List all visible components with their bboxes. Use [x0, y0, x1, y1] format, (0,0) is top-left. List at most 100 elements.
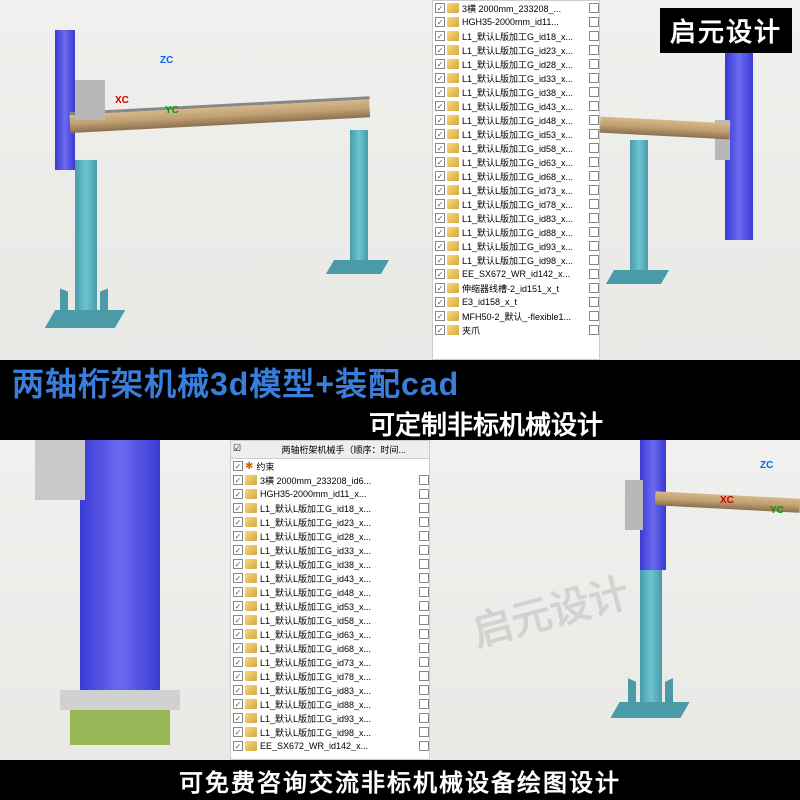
tree-item[interactable]: HGH35-2000mm_id11...	[433, 15, 599, 29]
ref-checkbox-icon[interactable]	[589, 283, 599, 293]
ref-checkbox-icon[interactable]	[419, 671, 429, 681]
checkbox-icon[interactable]	[435, 269, 445, 279]
checkbox-icon[interactable]	[435, 87, 445, 97]
tree-item[interactable]: EE_SX672_WR_id142_x...	[231, 739, 429, 753]
tree-item[interactable]: L1_默认L版加工G_id63_x...	[433, 155, 599, 169]
tree-item[interactable]: L1_默认L版加工G_id78_x...	[231, 669, 429, 683]
ref-checkbox-icon[interactable]	[419, 657, 429, 667]
tree-item[interactable]: L1_默认L版加工G_id28_x...	[433, 57, 599, 71]
checkbox-icon[interactable]	[233, 573, 243, 583]
tree-item[interactable]: L1_默认L版加工G_id98_x...	[231, 725, 429, 739]
tree-item[interactable]: L1_默认L版加工G_id23_x...	[231, 515, 429, 529]
tree-item[interactable]: L1_默认L版加工G_id73_x...	[231, 655, 429, 669]
ref-checkbox-icon[interactable]	[419, 475, 429, 485]
checkbox-icon[interactable]	[233, 713, 243, 723]
ref-checkbox-icon[interactable]	[589, 101, 599, 111]
checkbox-icon[interactable]	[435, 73, 445, 83]
tree-root[interactable]: 两轴桁架机械手（顺序：时间...	[282, 443, 428, 456]
ref-checkbox-icon[interactable]	[589, 171, 599, 181]
tree-item[interactable]: L1_默认L版加工G_id58_x...	[433, 141, 599, 155]
ref-checkbox-icon[interactable]	[419, 601, 429, 611]
checkbox-icon[interactable]	[233, 727, 243, 737]
checkbox-icon[interactable]	[435, 199, 445, 209]
tree-item[interactable]: L1_默认L版加工G_id38_x...	[433, 85, 599, 99]
checkbox-icon[interactable]	[435, 143, 445, 153]
ref-checkbox-icon[interactable]	[589, 297, 599, 307]
checkbox-icon[interactable]	[435, 171, 445, 181]
tree-item[interactable]: L1_默认L版加工G_id58_x...	[231, 613, 429, 627]
ref-checkbox-icon[interactable]	[419, 517, 429, 527]
ref-checkbox-icon[interactable]	[419, 489, 429, 499]
checkbox-icon[interactable]	[233, 699, 243, 709]
ref-checkbox-icon[interactable]	[589, 213, 599, 223]
tree-item[interactable]: L1_默认L版加工G_id93_x...	[433, 239, 599, 253]
checkbox-icon[interactable]	[233, 461, 243, 471]
checkbox-icon[interactable]	[233, 531, 243, 541]
ref-checkbox-icon[interactable]	[419, 685, 429, 695]
tree-item[interactable]: L1_默认L版加工G_id18_x...	[231, 501, 429, 515]
checkbox-icon[interactable]	[435, 283, 445, 293]
checkbox-icon[interactable]	[435, 227, 445, 237]
tree-item[interactable]: L1_默认L版加工G_id88_x...	[231, 697, 429, 711]
ref-checkbox-icon[interactable]	[419, 545, 429, 555]
ref-checkbox-icon[interactable]	[589, 87, 599, 97]
ref-checkbox-icon[interactable]	[589, 325, 599, 335]
tree-item[interactable]: HGH35-2000mm_id11_x...	[231, 487, 429, 501]
tree-item[interactable]: L1_默认L版加工G_id18_x...	[433, 29, 599, 43]
ref-checkbox-icon[interactable]	[419, 629, 429, 639]
ref-checkbox-icon[interactable]	[589, 157, 599, 167]
ref-checkbox-icon[interactable]	[589, 255, 599, 265]
tree-item[interactable]: MFH50-2_默认_-flexible1...	[433, 309, 599, 323]
tree-item[interactable]: L1_默认L版加工G_id53_x...	[433, 127, 599, 141]
ref-checkbox-icon[interactable]	[589, 59, 599, 69]
assembly-tree-top[interactable]: 3横 2000mm_233208_...HGH35-2000mm_id11...…	[432, 0, 600, 360]
tree-item[interactable]: L1_默认L版加工G_id33_x...	[433, 71, 599, 85]
ref-checkbox-icon[interactable]	[419, 727, 429, 737]
tree-item[interactable]: L1_默认L版加工G_id68_x...	[231, 641, 429, 655]
checkbox-icon[interactable]	[435, 255, 445, 265]
checkbox-icon[interactable]	[233, 517, 243, 527]
checkbox-icon[interactable]	[435, 157, 445, 167]
assembly-tree-bottom[interactable]: ☑ 两轴桁架机械手（顺序：时间... ✱ 约束 3横 2000mm_233208…	[230, 440, 430, 760]
tree-item[interactable]: E3_id158_x_t	[433, 295, 599, 309]
checkbox-icon[interactable]	[435, 297, 445, 307]
checkbox-icon[interactable]	[435, 185, 445, 195]
ref-checkbox-icon[interactable]	[589, 17, 599, 27]
tree-item[interactable]: EE_SX672_WR_id142_x...	[433, 267, 599, 281]
ref-checkbox-icon[interactable]	[589, 115, 599, 125]
checkbox-icon[interactable]	[435, 31, 445, 41]
tree-item[interactable]: L1_默认L版加工G_id48_x...	[231, 585, 429, 599]
ref-checkbox-icon[interactable]	[419, 699, 429, 709]
tree-item[interactable]: L1_默认L版加工G_id68_x...	[433, 169, 599, 183]
ref-checkbox-icon[interactable]	[589, 199, 599, 209]
checkbox-icon[interactable]	[435, 45, 445, 55]
checkbox-icon[interactable]	[233, 545, 243, 555]
ref-checkbox-icon[interactable]	[589, 73, 599, 83]
tree-item[interactable]: L1_默认L版加工G_id98_x...	[433, 253, 599, 267]
tree-item[interactable]: L1_默认L版加工G_id83_x...	[433, 211, 599, 225]
ref-checkbox-icon[interactable]	[589, 143, 599, 153]
checkbox-icon[interactable]	[435, 325, 445, 335]
checkbox-icon[interactable]	[435, 3, 445, 13]
tree-item[interactable]: L1_默认L版加工G_id33_x...	[231, 543, 429, 557]
ref-checkbox-icon[interactable]	[419, 741, 429, 751]
ref-checkbox-icon[interactable]	[589, 185, 599, 195]
tree-item[interactable]: 3横 2000mm_233208_...	[433, 1, 599, 15]
ref-checkbox-icon[interactable]	[419, 643, 429, 653]
checkbox-icon[interactable]	[233, 657, 243, 667]
tree-item[interactable]: L1_默认L版加工G_id23_x...	[433, 43, 599, 57]
ref-checkbox-icon[interactable]	[589, 269, 599, 279]
tree-item[interactable]: L1_默认L版加工G_id83_x...	[231, 683, 429, 697]
ref-checkbox-icon[interactable]	[589, 129, 599, 139]
checkbox-icon[interactable]	[233, 475, 243, 485]
checkbox-icon[interactable]	[233, 615, 243, 625]
tree-item[interactable]: 3横 2000mm_233208_id6...	[231, 473, 429, 487]
checkbox-icon[interactable]	[435, 17, 445, 27]
tree-item[interactable]: L1_默认L版加工G_id53_x...	[231, 599, 429, 613]
ref-checkbox-icon[interactable]	[419, 573, 429, 583]
checkbox-icon[interactable]	[233, 671, 243, 681]
ref-checkbox-icon[interactable]	[419, 503, 429, 513]
ref-checkbox-icon[interactable]	[589, 45, 599, 55]
ref-checkbox-icon[interactable]	[419, 615, 429, 625]
ref-checkbox-icon[interactable]	[419, 531, 429, 541]
